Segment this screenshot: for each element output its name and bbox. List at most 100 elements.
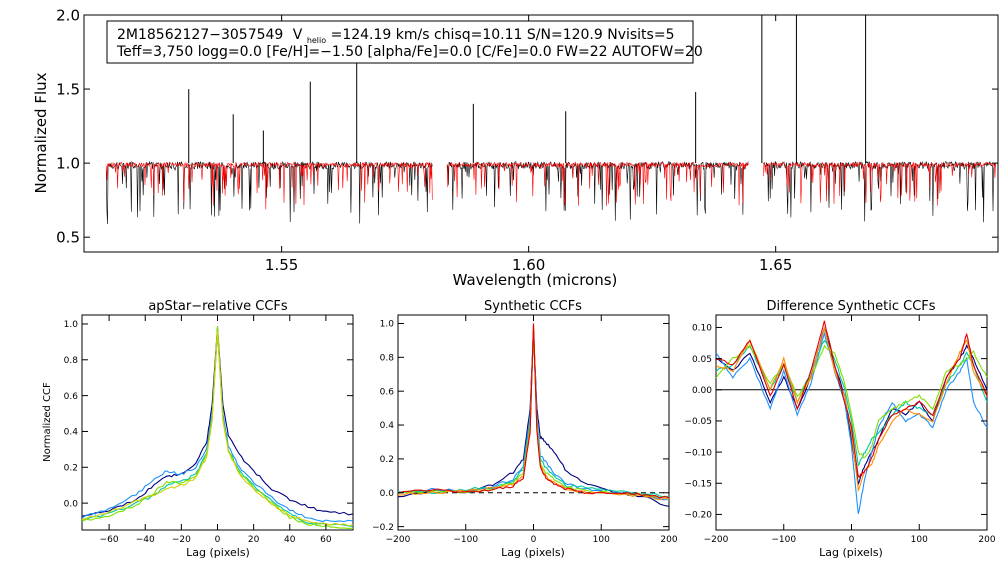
apstar-ylabel: Normalized CCF [42, 382, 53, 462]
info-v-prefix: V [293, 27, 303, 43]
synthetic-axes-frame [397, 314, 670, 531]
apstar-axes-frame [81, 314, 354, 531]
observed-spectrum-line [446, 160, 749, 221]
model-spectrum-line [105, 161, 433, 210]
y-tick-label: −0.10 [684, 448, 712, 458]
model-spectrum-line [763, 161, 996, 206]
ccf-series-line [397, 331, 670, 501]
apstar-ticks: −60 −40 −20 0 20 40 60 0.0 0.2 0.4 0.6 0.8 1.0 [64, 315, 353, 545]
y-tick-label: 0.2 [380, 455, 394, 465]
x-tick-label: 100 [911, 535, 928, 545]
y-tick-label: −0.15 [684, 479, 712, 489]
y-tick-label: 0.05 [692, 355, 712, 365]
y-tick-label: −0.05 [684, 417, 712, 427]
apstar-title: apStar−relative CCFs [148, 299, 288, 314]
info-box-frame [106, 20, 694, 64]
x-tick-label: −100 [453, 535, 478, 545]
x-tick-label: 1.55 [265, 256, 298, 274]
difference-ccf-panel: Difference Synthetic CCFs −200 −100 0 100 20… [684, 299, 995, 559]
ccf-series-line [715, 343, 988, 459]
x-tick-label: 200 [978, 535, 995, 545]
synthetic-ticks: −200 −100 0 100 200 −0.2 0.0 0.2 0.4 0.6 0.8 1.0 [372, 315, 678, 545]
ccf-series-line [715, 331, 988, 514]
x-tick-label: 1.65 [759, 256, 792, 274]
difference-xlabel: Lag (pixels) [819, 546, 883, 559]
ccf-series-line [397, 323, 670, 499]
spectrum-plot-area [105, 15, 996, 225]
x-tick-label: 60 [320, 535, 332, 545]
y-tick-label: 0.6 [64, 392, 79, 402]
y-tick-label: −0.2 [372, 523, 394, 533]
y-tick-label: 0.6 [380, 387, 395, 397]
info-line-1: 2M18562127−3057549 V helio =124.19 km/s … [117, 27, 674, 47]
synthetic-title: Synthetic CCFs [484, 299, 582, 314]
y-tick-label: 1.0 [64, 320, 79, 330]
y-tick-label: 2.0 [56, 6, 80, 24]
info-star-id: 2M18562127−3057549 [117, 27, 283, 43]
ccf-series-line [715, 320, 988, 479]
x-tick-label: −100 [771, 535, 796, 545]
y-tick-label: 0.0 [64, 499, 79, 509]
ccf-series-line [397, 330, 670, 498]
apstar-ccf-panel: apStar−relative CCFs −60 −40 −20 0 20 40 60 0.0… [42, 299, 354, 559]
ccf-series-line [715, 339, 988, 467]
x-tick-label: −60 [100, 535, 119, 545]
x-tick-label: −200 [704, 535, 729, 545]
difference-title: Difference Synthetic CCFs [766, 299, 935, 314]
spectrum-axes-frame [83, 14, 999, 253]
ccf-series-line [715, 326, 988, 486]
info-line-2: Teff=3,750 logg=0.0 [Fe/H]=−1.50 [alpha/… [116, 44, 703, 60]
x-tick-label: 20 [248, 535, 260, 545]
x-tick-label: 1.60 [512, 256, 545, 274]
ccf-series-line [81, 332, 354, 523]
info-box: 2M18562127−3057549 V helio =124.19 km/s … [106, 20, 703, 64]
y-tick-label: 1.5 [56, 80, 80, 98]
spectrum-ylabel: Normalized Flux [32, 72, 50, 193]
y-tick-label: 0.10 [692, 324, 712, 334]
observed-spectrum-line [763, 160, 996, 223]
spectrum-xlabel: Wavelength (microns) [453, 271, 618, 289]
ccf-series-line [397, 330, 670, 507]
ccf-series-line [81, 327, 354, 517]
apstar-xlabel: Lag (pixels) [186, 546, 250, 559]
ccf-series-line [397, 328, 670, 499]
spectrum-panel: 1.55 1.60 1.65 0.5 1.0 1.5 2.0 2M18562127−3057… [32, 6, 999, 289]
x-tick-label: −200 [386, 535, 411, 545]
y-tick-label: −0.20 [684, 511, 712, 521]
x-tick-label: −20 [172, 535, 191, 545]
x-tick-label: −40 [136, 535, 155, 545]
y-tick-label: 0.8 [380, 353, 395, 363]
y-tick-label: 1.0 [380, 320, 395, 330]
y-tick-label: 0.8 [64, 356, 79, 366]
synthetic-xlabel: Lag (pixels) [501, 546, 565, 559]
observed-spectrum-line [105, 160, 433, 225]
ccf-series-line [81, 329, 354, 527]
ccf-series-line [81, 331, 354, 527]
y-tick-label: 0.00 [692, 386, 712, 396]
x-tick-label: 0 [215, 535, 221, 545]
x-tick-label: 40 [284, 535, 296, 545]
ccf-series-line [81, 325, 354, 529]
y-tick-label: 0.4 [64, 428, 79, 438]
difference-plot-area [715, 320, 988, 514]
synthetic-ccf-panel: Synthetic CCFs −200 −100 0 100 200 −0.2 0.0 0.2… [372, 299, 678, 559]
apstar-plot-area [81, 325, 354, 529]
difference-ticks: −200 −100 0 100 200 −0.20 −0.15 −0.10 −0.05 0.00 0… [684, 315, 996, 545]
info-v-subscript: helio [307, 36, 326, 45]
y-tick-label: 0.5 [56, 228, 80, 246]
spectrum-ticks: 1.55 1.60 1.65 0.5 1.0 1.5 2.0 [56, 6, 998, 274]
ccf-series-line [715, 326, 988, 493]
y-tick-label: 0.4 [380, 421, 395, 431]
y-tick-label: 1.0 [56, 154, 80, 172]
x-tick-label: 0 [531, 535, 537, 545]
y-tick-label: 0.0 [380, 489, 395, 499]
synthetic-plot-area [397, 323, 670, 507]
y-tick-label: 0.2 [64, 463, 78, 473]
info-velocity-stats: =124.19 km/s chisq=10.11 S/N=120.9 Nvisi… [331, 27, 675, 43]
ccf-series-line [398, 325, 670, 501]
model-spectrum-line [446, 161, 749, 207]
x-tick-label: 0 [849, 535, 855, 545]
x-tick-label: 200 [660, 535, 677, 545]
x-tick-label: 100 [593, 535, 610, 545]
